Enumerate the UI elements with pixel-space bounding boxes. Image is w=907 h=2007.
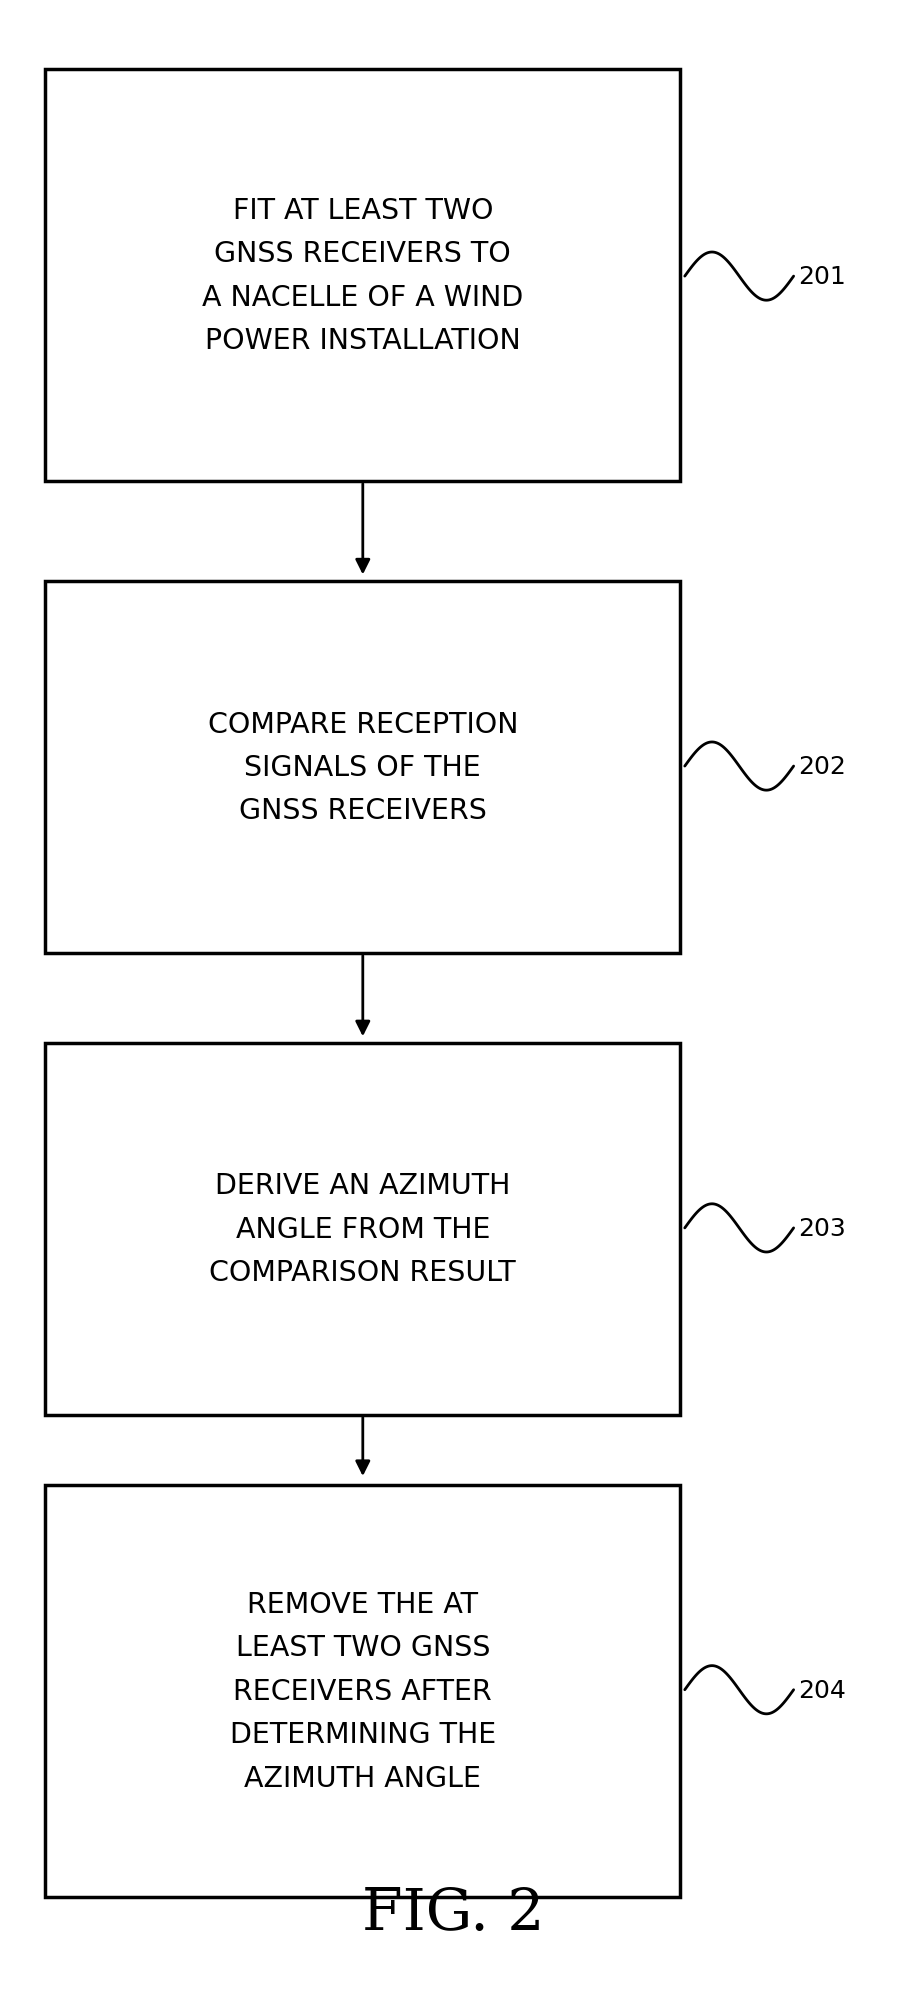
Text: 201: 201 [798, 265, 846, 289]
Text: FIG. 2: FIG. 2 [362, 1885, 545, 1941]
Text: 203: 203 [798, 1216, 846, 1240]
Text: FIT AT LEAST TWO
GNSS RECEIVERS TO
A NACELLE OF A WIND
POWER INSTALLATION: FIT AT LEAST TWO GNSS RECEIVERS TO A NAC… [202, 197, 523, 355]
Bar [45, 1044, 680, 1415]
Text: REMOVE THE AT
LEAST TWO GNSS
RECEIVERS AFTER
DETERMINING THE
AZIMUTH ANGLE: REMOVE THE AT LEAST TWO GNSS RECEIVERS A… [229, 1590, 496, 1792]
Text: COMPARE RECEPTION
SIGNALS OF THE
GNSS RECEIVERS: COMPARE RECEPTION SIGNALS OF THE GNSS RE… [208, 710, 518, 825]
Bar [45, 582, 680, 953]
Text: 204: 204 [798, 1678, 846, 1702]
Bar [45, 1485, 680, 1897]
Text: DERIVE AN AZIMUTH
ANGLE FROM THE
COMPARISON RESULT: DERIVE AN AZIMUTH ANGLE FROM THE COMPARI… [210, 1172, 516, 1286]
Text: 202: 202 [798, 755, 846, 779]
Bar [45, 70, 680, 482]
